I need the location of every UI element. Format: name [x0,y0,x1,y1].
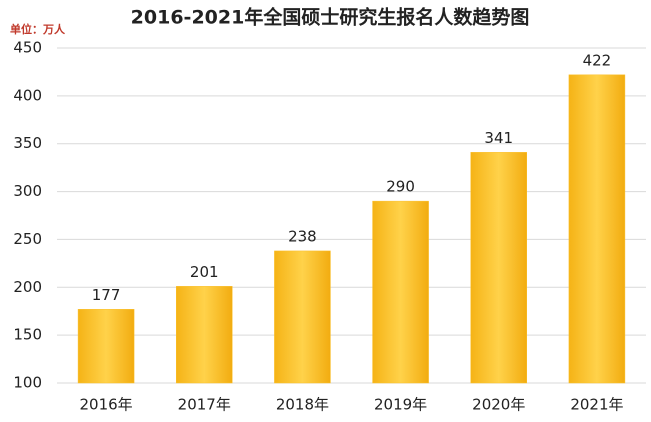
x-tick-label: 2020年 [472,396,525,414]
y-tick-label: 350 [13,134,42,152]
data-label: 238 [288,227,317,245]
data-label: 177 [92,286,121,304]
x-tick-label: 2016年 [79,396,132,414]
unit-label: 单位：万人 [10,22,66,36]
data-label: 422 [583,51,612,69]
y-tick-label: 300 [13,182,42,200]
bar [470,152,527,384]
data-label: 290 [386,178,415,196]
x-tick-label: 2021年 [570,396,623,414]
bar [77,309,135,384]
bar [372,200,429,384]
bar [568,74,626,384]
x-tick-label: 2019年 [374,396,427,414]
y-tick-label: 200 [13,278,42,296]
x-tick-label: 2017年 [178,396,231,414]
data-label: 201 [190,263,219,281]
bar [274,250,331,384]
y-tick-label: 450 [13,39,42,57]
y-tick-label: 100 [13,374,42,392]
y-tick-label: 400 [13,86,42,104]
data-label: 341 [484,129,513,147]
chart-title: 2016-2021年全国硕士研究生报名人数趋势图 [131,6,530,29]
y-tick-label: 150 [13,326,42,344]
bar [176,286,233,384]
y-tick-label: 250 [13,230,42,248]
x-tick-label: 2018年 [276,396,329,414]
